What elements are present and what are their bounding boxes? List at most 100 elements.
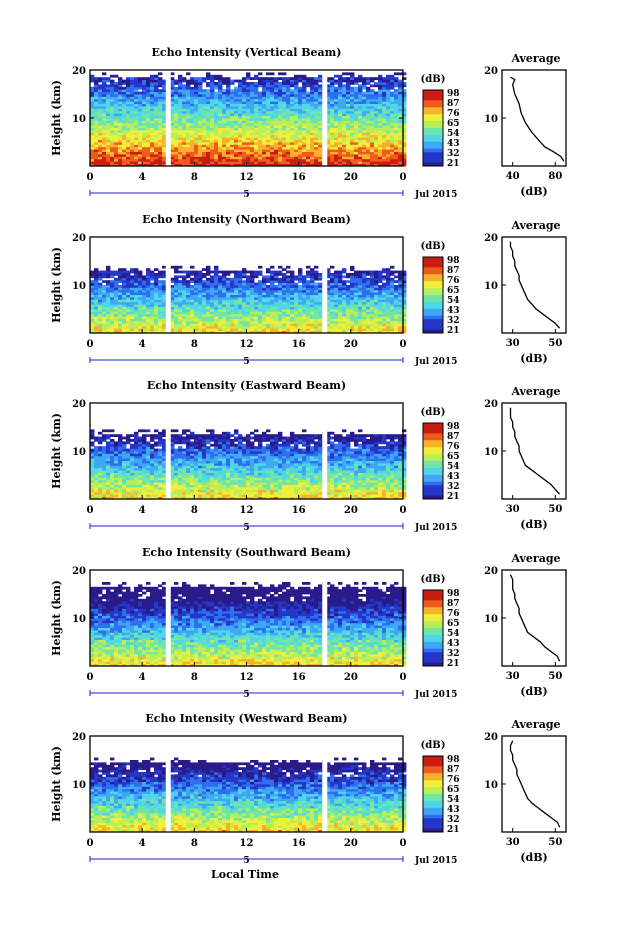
- heatmap-cell: [214, 111, 218, 114]
- heatmap-cell: [290, 111, 294, 114]
- heatmap-cell: [386, 108, 390, 111]
- heatmap-cell: [274, 84, 278, 87]
- heatmap-cell: [250, 130, 254, 133]
- heatmap-cell: [294, 299, 298, 302]
- heatmap-cell: [270, 82, 274, 85]
- heatmap-cell: [246, 156, 250, 159]
- heatmap-cell: [98, 292, 102, 295]
- heatmap-cell: [114, 290, 118, 293]
- heatmap-cell: [342, 140, 346, 143]
- heatmap-cell: [118, 159, 122, 162]
- heatmap-cell: [358, 285, 362, 288]
- heatmap-cell: [394, 92, 398, 95]
- heatmap-cell: [242, 280, 246, 283]
- heatmap-cell: [174, 328, 178, 331]
- heatmap-cell: [282, 302, 286, 305]
- heatmap-cell: [298, 156, 302, 159]
- heatmap-cell: [282, 149, 286, 152]
- heatmap-cell: [222, 89, 226, 92]
- heatmap-cell: [390, 140, 394, 143]
- heatmap-cell: [90, 275, 94, 278]
- heatmap-cell: [278, 159, 282, 162]
- heatmap-cell: [174, 278, 178, 281]
- heatmap-cell: [270, 128, 274, 131]
- heatmap-cell: [154, 159, 158, 162]
- heatmap-cell: [138, 147, 142, 150]
- heatmap-cell: [186, 304, 190, 307]
- heatmap-cell: [114, 108, 118, 111]
- heatmap-cell: [122, 302, 126, 305]
- heatmap-cell: [306, 106, 310, 109]
- heatmap-cell: [146, 123, 150, 126]
- heatmap-cell: [158, 304, 162, 307]
- heatmap-cell: [150, 96, 154, 99]
- heatmap-cell: [118, 116, 122, 119]
- heatmap-cell: [98, 137, 102, 140]
- heatmap-cell: [278, 132, 282, 135]
- heatmap-cell: [362, 319, 366, 322]
- heatmap-cell: [282, 113, 286, 116]
- heatmap-cell: [362, 128, 366, 131]
- heatmap-cell: [222, 326, 226, 329]
- heatmap-cell: [242, 316, 246, 319]
- heatmap-cell: [254, 94, 258, 97]
- heatmap-cell: [266, 125, 270, 128]
- heatmap-cell: [194, 132, 198, 135]
- heatmap-cell: [118, 268, 122, 271]
- heatmap-cell: [182, 280, 186, 283]
- heatmap-cell: [370, 144, 374, 147]
- heatmap-cell: [270, 96, 274, 99]
- heatmap-cell: [266, 149, 270, 152]
- heatmap-cell: [398, 156, 402, 159]
- heatmap-cell: [398, 125, 402, 128]
- heatmap-cell: [282, 116, 286, 119]
- heatmap-cell: [398, 135, 402, 138]
- heatmap-cell: [102, 316, 106, 319]
- heatmap-cell: [254, 87, 258, 90]
- heatmap-cell: [354, 135, 358, 138]
- heatmap-cell: [294, 128, 298, 131]
- heatmap-cell: [278, 326, 282, 329]
- heatmap-cell: [130, 314, 134, 317]
- heatmap-cell: [318, 84, 322, 87]
- heatmap-cell: [270, 273, 274, 276]
- heatmap-cell: [354, 130, 358, 133]
- colorbar-step: [423, 107, 443, 111]
- heatmap-cell: [106, 142, 110, 145]
- heatmap-cell: [126, 302, 130, 305]
- heatmap-cell: [202, 80, 206, 83]
- heatmap-cell: [154, 287, 158, 290]
- heatmap-cell: [278, 104, 282, 107]
- heatmap-cell: [242, 154, 246, 157]
- heatmap-cell: [378, 319, 382, 322]
- heatmap-cell: [262, 99, 266, 102]
- heatmap-cell: [198, 152, 202, 155]
- heatmap-cell: [214, 292, 218, 295]
- heatmap-cell: [238, 299, 242, 302]
- heatmap-cell: [214, 316, 218, 319]
- heatmap-cell: [238, 314, 242, 317]
- heatmap-cell: [234, 147, 238, 150]
- heatmap-cell: [218, 99, 222, 102]
- heatmap-cell: [146, 128, 150, 131]
- heatmap-cell: [138, 287, 142, 290]
- heatmap-cell: [302, 80, 306, 83]
- heatmap-cell: [94, 94, 98, 97]
- heatmap-cell: [150, 156, 154, 159]
- heatmap-cell: [114, 316, 118, 319]
- heatmap-cell: [190, 161, 194, 164]
- heatmap-cell: [394, 326, 398, 329]
- heatmap-cell: [390, 125, 394, 128]
- heatmap-cell: [182, 304, 186, 307]
- heatmap-cell: [178, 154, 182, 157]
- heatmap-cell: [330, 82, 334, 85]
- heatmap-cell: [194, 92, 198, 95]
- heatmap-cell: [102, 323, 106, 326]
- heatmap-cell: [194, 104, 198, 107]
- heatmap-cell: [186, 159, 190, 162]
- heatmap-cell: [350, 292, 354, 295]
- panel-title: Echo Intensity (Vertical Beam): [151, 46, 341, 59]
- heatmap-cell: [286, 135, 290, 138]
- heatmap-cell: [330, 159, 334, 162]
- heatmap-cell: [370, 149, 374, 152]
